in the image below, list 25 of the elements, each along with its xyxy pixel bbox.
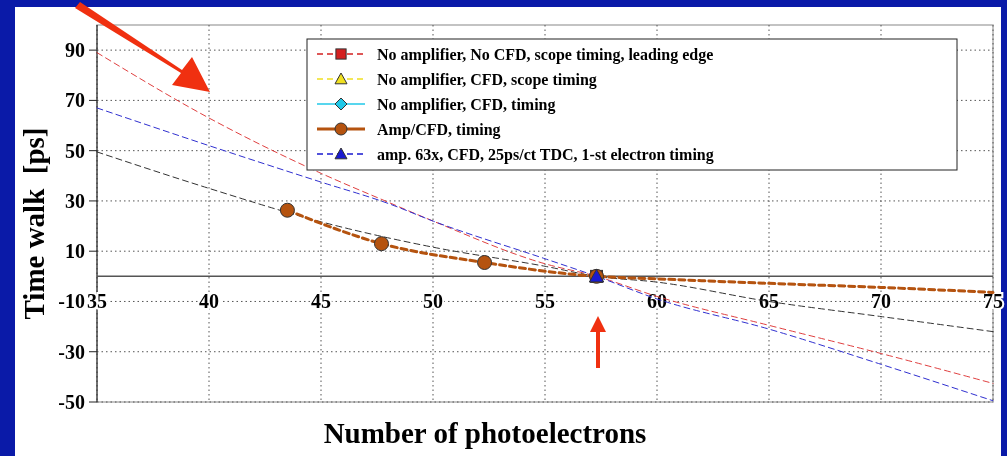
legend-label: Amp/CFD, timing xyxy=(377,120,501,139)
legend-label: amp. 63x, CFD, 25ps/ct TDC, 1-st electron timing xyxy=(377,145,714,164)
x-tick-label: 55 xyxy=(535,290,555,313)
y-tick-label: 10 xyxy=(65,240,85,263)
y-tick-label: -50 xyxy=(58,391,85,413)
y-tick-label: -10 xyxy=(58,290,85,313)
x-tick-label: 65 xyxy=(759,290,779,313)
x-tick-label: 50 xyxy=(423,290,443,313)
legend-label: No amplifier, CFD, scope timing xyxy=(377,70,597,89)
x-tick-label: 45 xyxy=(311,290,331,313)
point xyxy=(279,202,295,218)
point xyxy=(477,255,493,271)
point xyxy=(373,236,389,252)
legend-label: No amplifier, CFD, timing xyxy=(377,95,556,114)
y-tick-label: 70 xyxy=(65,89,85,112)
y-tick-label: 50 xyxy=(65,139,85,162)
x-tick-label: 40 xyxy=(199,290,219,313)
x-tick-label: 70 xyxy=(871,290,891,313)
y-tick-label: 90 xyxy=(65,39,85,62)
x-tick-label: 60 xyxy=(647,290,667,313)
x-axis-title: Number of photoelectrons xyxy=(323,417,647,449)
legend-label: No amplifier, No CFD, scope timing, leading edge xyxy=(377,45,714,64)
y-axis-title: Time walk [ps] xyxy=(18,127,50,320)
y-tick-label: 30 xyxy=(65,189,85,212)
y-tick-label: -30 xyxy=(58,340,85,363)
